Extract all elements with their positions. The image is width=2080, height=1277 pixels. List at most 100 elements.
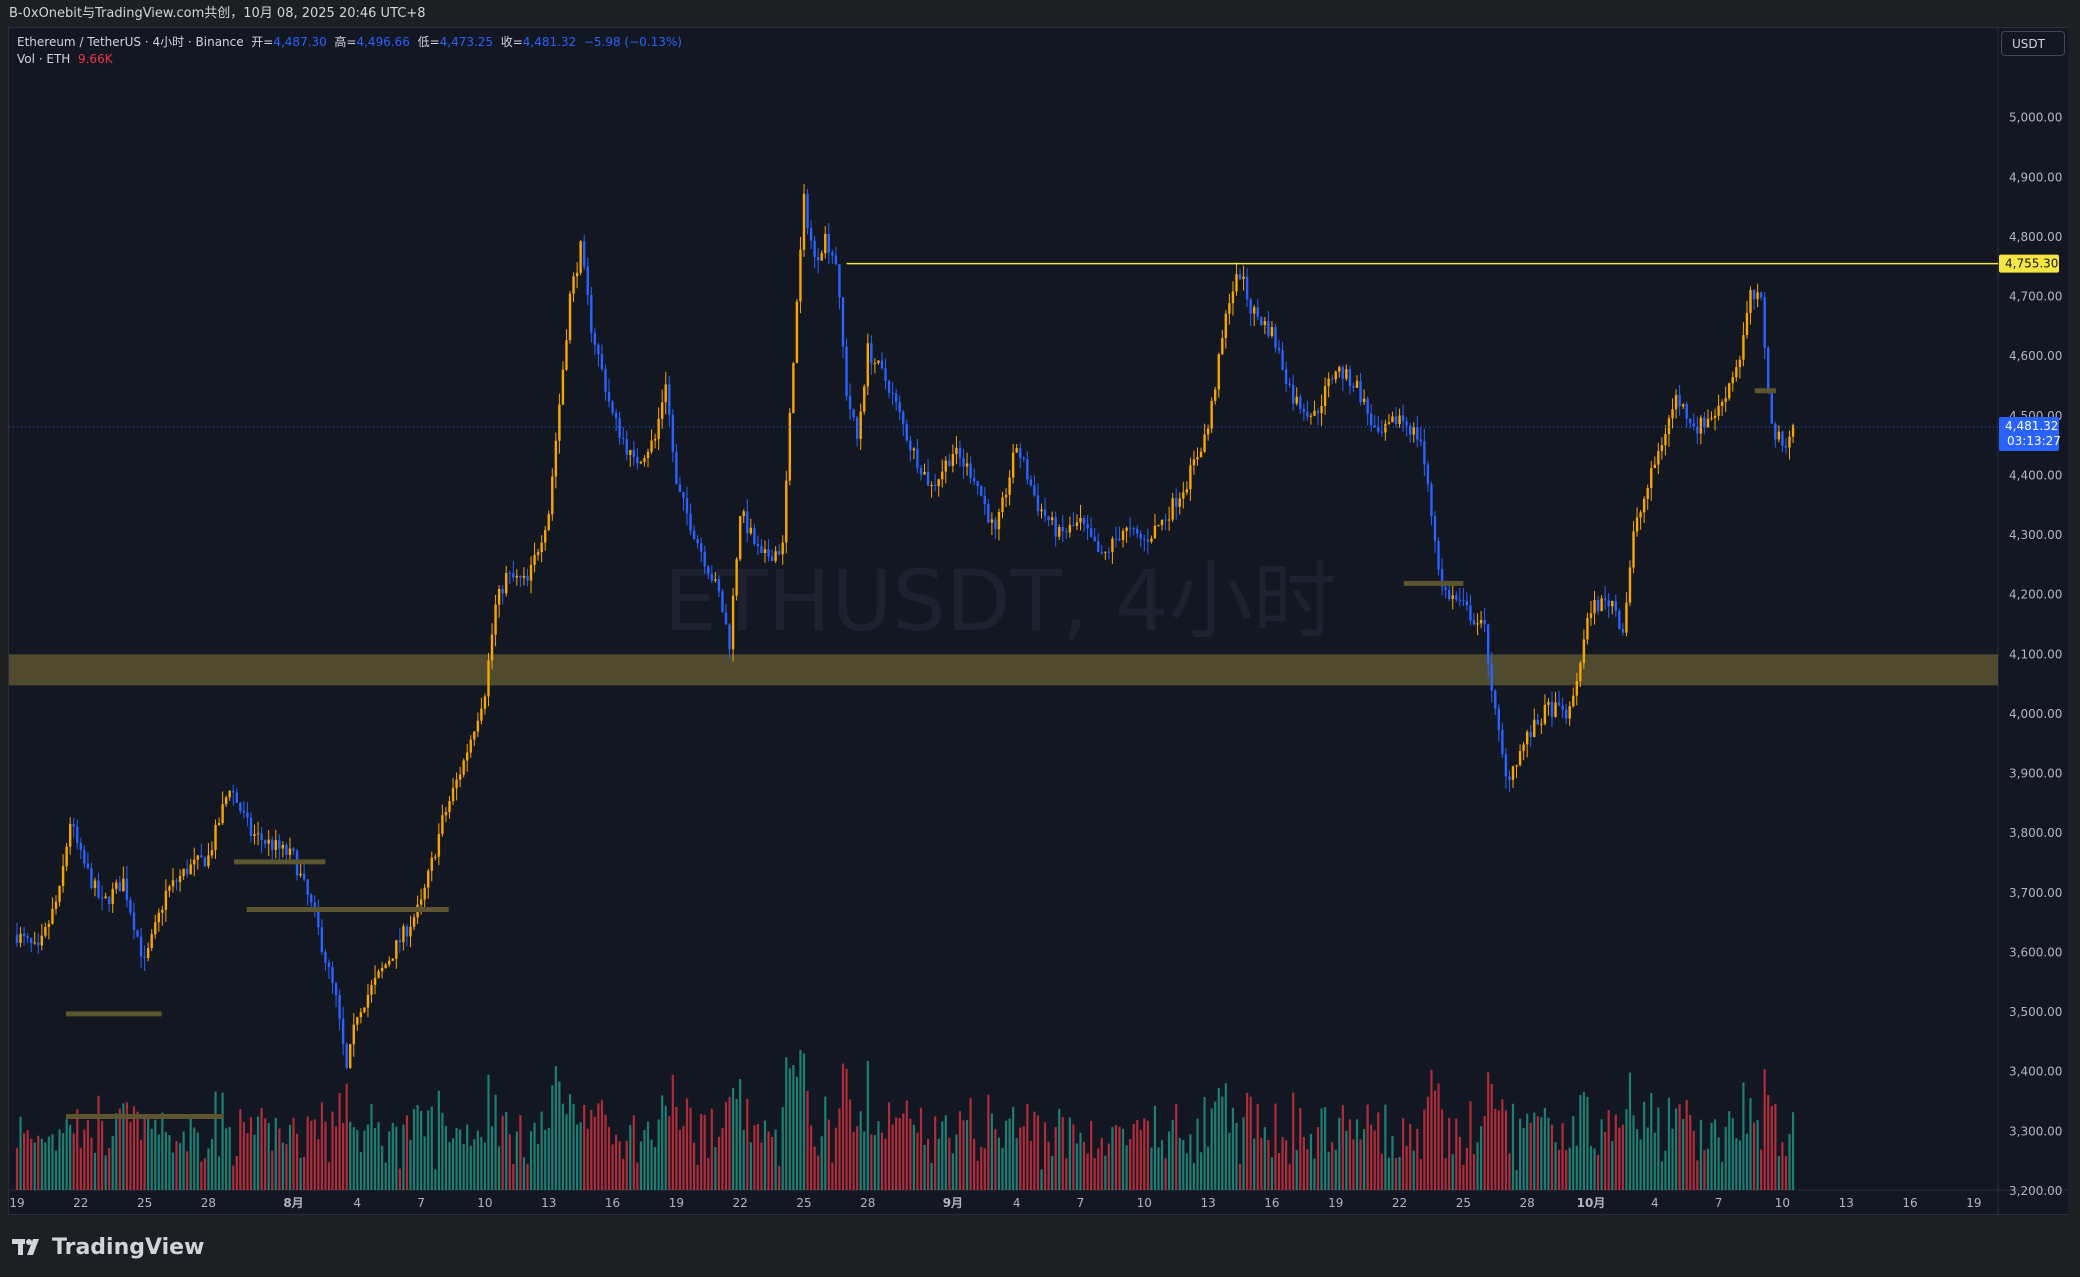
volume-bar — [1604, 1132, 1607, 1190]
candle-body — [948, 460, 951, 466]
candle-body — [781, 542, 784, 555]
volume-bar — [22, 1133, 26, 1190]
candle-body — [228, 791, 231, 798]
volume-bar — [182, 1131, 185, 1190]
candle-body — [912, 448, 916, 451]
candle-body — [1086, 524, 1089, 529]
volume-bar — [657, 1119, 660, 1190]
volume-bar — [171, 1152, 175, 1190]
candle-body — [1603, 598, 1607, 601]
candle-body — [1221, 338, 1224, 355]
volume-bar — [242, 1122, 245, 1190]
volume-bar — [831, 1162, 834, 1190]
candle-body — [1214, 389, 1217, 401]
volume-bar — [480, 1137, 483, 1190]
candle-body — [1157, 525, 1160, 527]
candle-body — [72, 824, 75, 827]
currency-unit-button[interactable]: USDT — [2001, 31, 2065, 56]
volume-bar — [1306, 1149, 1309, 1190]
volume-bar — [1160, 1140, 1164, 1190]
volume-bar — [33, 1142, 36, 1190]
candle-body — [1210, 400, 1213, 429]
volume-bar — [1253, 1138, 1256, 1190]
volume-bar — [1086, 1153, 1089, 1190]
candle-body — [1139, 533, 1142, 539]
volume-bar — [820, 1136, 823, 1190]
volume-bar — [1515, 1169, 1518, 1190]
volume-bar — [909, 1118, 912, 1190]
candle-body — [1182, 492, 1185, 499]
volume-bar — [1791, 1112, 1795, 1190]
volume-bar — [1281, 1137, 1284, 1190]
candle-body — [1579, 663, 1582, 682]
volume-bar — [700, 1114, 703, 1190]
volume-bar — [1589, 1146, 1593, 1190]
time-tick-label: 13 — [1200, 1196, 1215, 1210]
volume-bar — [692, 1142, 696, 1190]
volume-bar — [597, 1103, 600, 1190]
volume-bar — [1423, 1109, 1426, 1190]
candle-body — [278, 840, 281, 849]
volume-bar — [1586, 1096, 1589, 1190]
candle-body — [544, 530, 547, 543]
candle-body — [1728, 383, 1731, 399]
volume-bar — [717, 1136, 721, 1190]
volume-bar — [228, 1126, 231, 1190]
volume-bar — [703, 1114, 706, 1190]
candle-body — [1146, 539, 1150, 542]
volume-bar — [189, 1114, 192, 1190]
volume-bar — [1536, 1116, 1539, 1190]
candle-body — [561, 369, 565, 405]
volume-bar — [303, 1156, 306, 1190]
volume-bar — [61, 1133, 65, 1190]
volume-bar — [1745, 1133, 1749, 1190]
volume-bar — [1054, 1126, 1057, 1190]
volume-bar — [1334, 1149, 1337, 1190]
volume-bar — [1437, 1083, 1440, 1190]
volume-bar — [1671, 1128, 1674, 1190]
volume-bar — [1313, 1158, 1316, 1190]
volume-bar — [1394, 1158, 1398, 1190]
candle-body — [1022, 457, 1025, 460]
candle-body — [593, 332, 597, 345]
candle-body — [54, 901, 58, 909]
volume-bar — [69, 1125, 72, 1190]
volume-bar — [1026, 1104, 1029, 1190]
candle-body — [529, 564, 533, 581]
candle-body — [820, 253, 823, 261]
volume-bar — [1632, 1115, 1635, 1190]
volume-bar — [1703, 1150, 1706, 1190]
volume-bar — [551, 1085, 554, 1190]
candle-body — [621, 437, 625, 439]
price-axis[interactable] — [1998, 28, 2068, 1214]
candle-body — [1465, 600, 1469, 606]
candle-body — [831, 252, 834, 256]
volume-bar — [139, 1139, 143, 1190]
volume-bar — [1093, 1158, 1096, 1190]
candle-body — [731, 595, 735, 650]
price-chart[interactable]: ETHUSDT, 4小时 5,000.00 4,900.00 4,800.00 4,7… — [0, 0, 2080, 1215]
candle-body — [1710, 418, 1713, 420]
candle-body — [207, 855, 210, 867]
candle-body — [1065, 531, 1068, 533]
volume-bar — [264, 1118, 267, 1190]
volume-bar — [1490, 1083, 1493, 1190]
candle-body — [533, 554, 536, 565]
candle-body — [951, 454, 955, 466]
tradingview-logo[interactable]: TradingView — [12, 1231, 204, 1263]
candle-body — [1515, 765, 1518, 767]
candle-body — [384, 964, 387, 968]
candle-body — [448, 801, 451, 813]
volume-bar — [607, 1126, 611, 1190]
candle-body — [391, 958, 394, 961]
volume-bar — [611, 1144, 614, 1190]
candle-body — [1398, 415, 1401, 425]
candle-body — [1306, 411, 1309, 417]
volume-bar — [1352, 1139, 1355, 1190]
volume-bar — [150, 1128, 153, 1190]
candle-body — [848, 396, 852, 410]
volume-bar — [1345, 1130, 1348, 1190]
volume-bar — [402, 1124, 405, 1190]
volume-bar — [583, 1104, 586, 1190]
volume-bar — [434, 1169, 437, 1190]
